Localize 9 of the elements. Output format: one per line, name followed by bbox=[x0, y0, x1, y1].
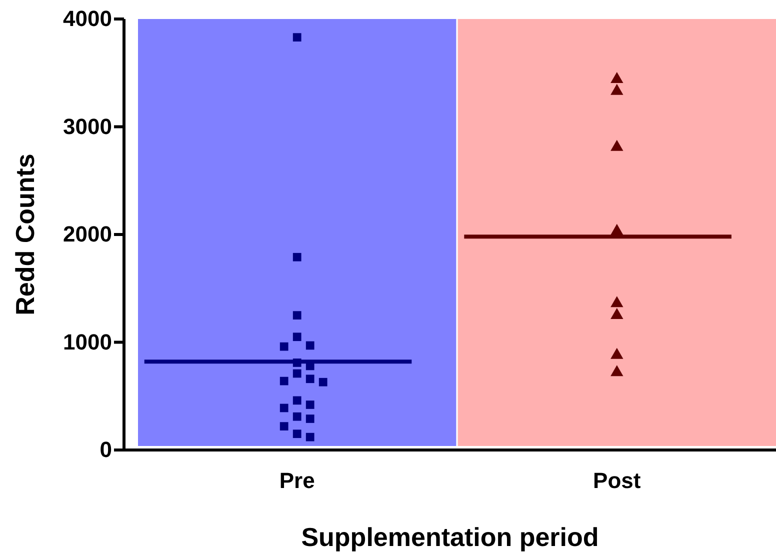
y-tick-label: 0 bbox=[100, 437, 112, 462]
y-tick-label: 1000 bbox=[63, 329, 112, 354]
y-tick-label: 3000 bbox=[63, 114, 112, 139]
x-axis-title: Supplementation period bbox=[301, 522, 599, 552]
y-tick-label: 2000 bbox=[63, 222, 112, 247]
x-tick-label: Pre bbox=[279, 468, 315, 494]
y-axis-title: Redd Counts bbox=[10, 154, 40, 316]
x-tick-label: Post bbox=[593, 468, 642, 494]
y-tick-label: 4000 bbox=[63, 6, 112, 32]
